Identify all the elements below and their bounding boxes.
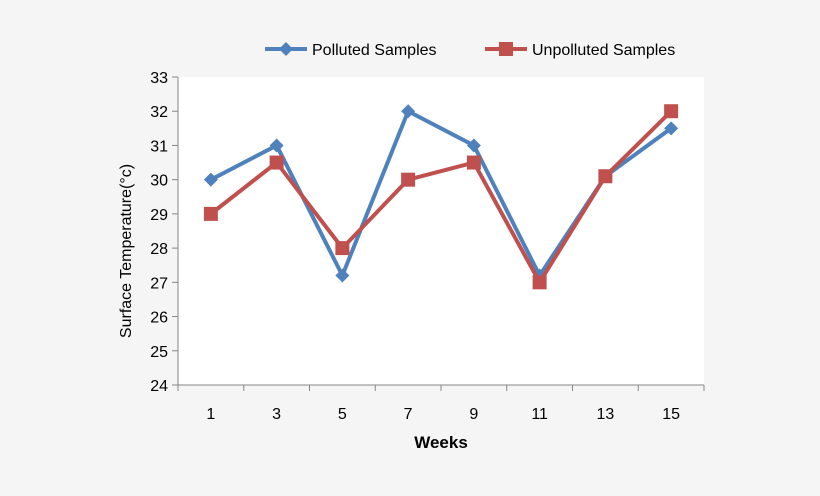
series-line (209, 109, 673, 285)
y-tick-label: 31 (150, 138, 168, 155)
data-point-marker (466, 138, 481, 153)
x-tick-label: 1 (206, 406, 215, 423)
x-tick-label: 5 (338, 406, 347, 423)
x-tick-label: 15 (662, 406, 680, 423)
data-point-marker (401, 104, 416, 119)
y-axis-title: Surface Temperature(°c) (118, 164, 135, 338)
x-tick-label: 9 (469, 406, 478, 423)
legend-item: Unpolluted Samples (485, 42, 675, 59)
y-tick-label: 32 (150, 104, 168, 121)
y-tick-label: 24 (150, 378, 168, 395)
data-point-marker (335, 268, 350, 283)
legend-marker (499, 42, 513, 56)
data-point-marker (664, 104, 679, 119)
legend: Polluted Samples Unpolluted Samples (265, 42, 675, 59)
data-point-marker (203, 206, 218, 221)
y-tick-label: 27 (150, 275, 168, 292)
plot-area (178, 77, 704, 385)
y-tick-label: 33 (150, 70, 168, 87)
x-tick-label: 7 (404, 406, 413, 423)
x-axis-title: Weeks (414, 433, 468, 452)
data-point-marker (401, 172, 416, 187)
legend-label: Unpolluted Samples (532, 42, 675, 59)
data-point-marker (269, 155, 284, 170)
legend-label: Polluted Samples (312, 42, 437, 59)
x-tick-label: 11 (531, 406, 548, 423)
legend-marker (279, 42, 293, 56)
data-point-marker (532, 275, 547, 290)
data-point-marker (203, 172, 218, 187)
data-point-marker (598, 169, 613, 184)
data-point-marker (466, 155, 481, 170)
x-tick-label: 13 (596, 406, 614, 423)
data-point-marker (269, 138, 284, 153)
legend-item: Polluted Samples (265, 42, 437, 59)
y-tick-label: 25 (150, 344, 168, 361)
y-tick-label: 26 (150, 310, 168, 327)
series-1 (203, 104, 679, 290)
x-tick-label: 3 (272, 406, 281, 423)
y-tick-label: 29 (150, 207, 168, 224)
series-layer (203, 104, 679, 290)
y-tick-label: 30 (150, 173, 168, 190)
y-tick-label: 28 (150, 241, 168, 258)
data-point-marker (664, 121, 679, 136)
data-point-marker (335, 241, 350, 256)
